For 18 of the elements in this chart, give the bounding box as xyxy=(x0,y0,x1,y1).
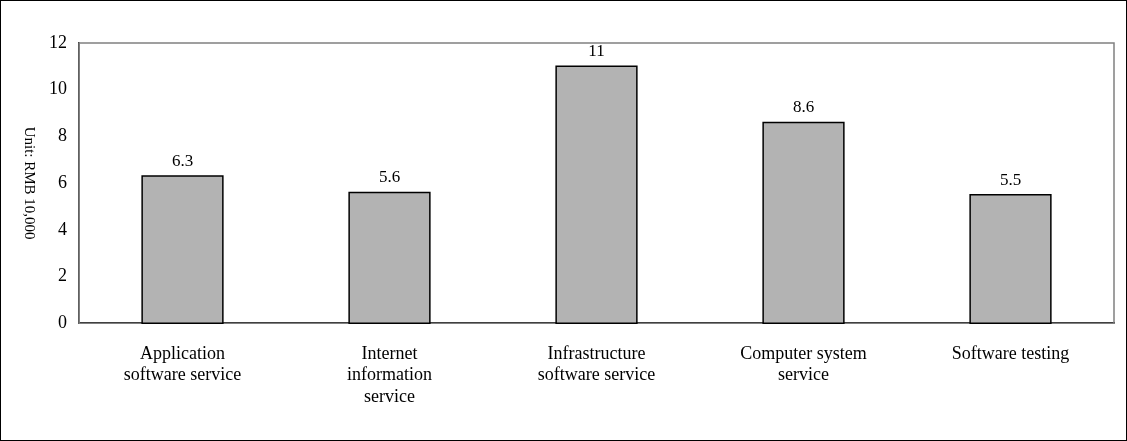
y-axis-title: Unit: RMB 10,000 xyxy=(22,126,39,240)
data-label: 5.6 xyxy=(378,167,401,187)
y-tick-label: 2 xyxy=(58,265,67,286)
data-label: 5.5 xyxy=(999,169,1022,189)
y-tick-label: 4 xyxy=(58,218,67,239)
y-tick-label: 12 xyxy=(49,31,67,52)
data-label: 8.6 xyxy=(792,97,815,117)
data-label: 11 xyxy=(588,41,605,61)
x-tick-label: Computer system service xyxy=(740,342,867,385)
x-tick-label: Infrastructure software service xyxy=(537,342,656,385)
x-tick-label: Application software service xyxy=(123,342,242,385)
data-label: 6.3 xyxy=(171,151,194,171)
y-tick-label: 0 xyxy=(58,311,67,332)
x-tick-label: Software testing xyxy=(951,342,1070,363)
x-tick-label: Internet information service xyxy=(347,342,432,406)
y-tick-label: 10 xyxy=(49,78,67,99)
y-tick-label: 6 xyxy=(58,171,67,192)
y-tick-label: 8 xyxy=(58,125,67,146)
